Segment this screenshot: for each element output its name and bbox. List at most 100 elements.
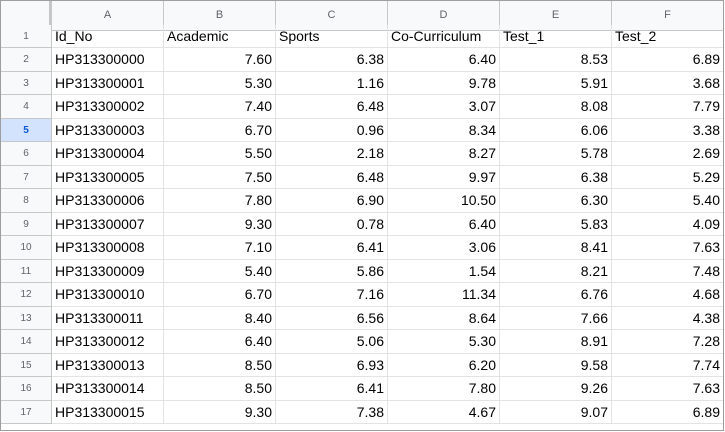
cell-d1[interactable]: Co-Curriculum (388, 24, 500, 48)
cell-c15[interactable]: 6.93 (276, 353, 388, 377)
cell-f14[interactable]: 7.28 (612, 330, 723, 354)
cell-b5[interactable]: 6.70 (164, 118, 276, 142)
cell-e16[interactable]: 9.26 (500, 377, 612, 401)
row-header-16[interactable]: 16 (1, 377, 52, 401)
cell-a13[interactable]: HP313300011 (52, 306, 164, 330)
cell-d14[interactable]: 5.30 (388, 330, 500, 354)
cell-c3[interactable]: 1.16 (276, 71, 388, 95)
cell-b17[interactable]: 9.30 (164, 400, 276, 424)
cell-e15[interactable]: 9.58 (500, 353, 612, 377)
cell-d17[interactable]: 4.67 (388, 400, 500, 424)
cell-f10[interactable]: 7.63 (612, 236, 723, 260)
cell-d15[interactable]: 6.20 (388, 353, 500, 377)
cell-b16[interactable]: 8.50 (164, 377, 276, 401)
row-header-10[interactable]: 10 (1, 236, 52, 260)
cell-e3[interactable]: 5.91 (500, 71, 612, 95)
cell-d3[interactable]: 9.78 (388, 71, 500, 95)
cell-c1[interactable]: Sports (276, 24, 388, 48)
cell-c10[interactable]: 6.41 (276, 236, 388, 260)
cell-a16[interactable]: HP313300014 (52, 377, 164, 401)
row-header-1[interactable]: 1 (1, 24, 52, 48)
cell-b11[interactable]: 5.40 (164, 259, 276, 283)
row-header-3[interactable]: 3 (1, 71, 52, 95)
cell-a7[interactable]: HP313300005 (52, 165, 164, 189)
cell-f1[interactable]: Test_2 (612, 25, 723, 48)
column-header-f[interactable]: F (612, 1, 723, 31)
cell-e1[interactable]: Test_1 (500, 24, 612, 48)
cell-e8[interactable]: 6.30 (500, 189, 612, 213)
column-header-c[interactable]: C (276, 1, 388, 31)
cell-a17[interactable]: HP313300015 (52, 400, 164, 424)
cell-e4[interactable]: 8.08 (500, 95, 612, 119)
row-header-14[interactable]: 14 (1, 330, 52, 354)
row-header-4[interactable]: 4 (1, 95, 52, 119)
cell-a2[interactable]: HP313300000 (52, 48, 164, 72)
cell-f15[interactable]: 7.74 (612, 354, 723, 377)
cell-d6[interactable]: 8.27 (388, 142, 500, 166)
cell-b7[interactable]: 7.50 (164, 165, 276, 189)
cell-a12[interactable]: HP313300010 (52, 283, 164, 307)
row-header-2[interactable]: 2 (1, 48, 52, 72)
cell-c12[interactable]: 7.16 (276, 283, 388, 307)
cell-d10[interactable]: 3.06 (388, 236, 500, 260)
cell-b13[interactable]: 8.40 (164, 306, 276, 330)
cell-e7[interactable]: 6.38 (500, 165, 612, 189)
cell-b4[interactable]: 7.40 (164, 95, 276, 119)
cell-d8[interactable]: 10.50 (388, 189, 500, 213)
cell-a8[interactable]: HP313300006 (52, 189, 164, 213)
cell-d4[interactable]: 3.07 (388, 95, 500, 119)
cell-e6[interactable]: 5.78 (500, 142, 612, 166)
cell-f16[interactable]: 7.63 (612, 377, 723, 401)
cell-e14[interactable]: 8.91 (500, 330, 612, 354)
cell-a9[interactable]: HP313300007 (52, 212, 164, 236)
cell-b12[interactable]: 6.70 (164, 283, 276, 307)
cell-c13[interactable]: 6.56 (276, 306, 388, 330)
cell-d12[interactable]: 11.34 (388, 283, 500, 307)
cell-e2[interactable]: 8.53 (500, 48, 612, 72)
cell-f6[interactable]: 2.69 (612, 142, 723, 166)
cell-d5[interactable]: 8.34 (388, 118, 500, 142)
cell-b3[interactable]: 5.30 (164, 71, 276, 95)
cell-f2[interactable]: 6.89 (612, 48, 723, 72)
row-header-6[interactable]: 6 (1, 142, 52, 166)
cell-a4[interactable]: HP313300002 (52, 95, 164, 119)
cell-f8[interactable]: 5.40 (612, 189, 723, 213)
row-header-15[interactable]: 15 (1, 353, 52, 377)
cell-c11[interactable]: 5.86 (276, 259, 388, 283)
cell-c7[interactable]: 6.48 (276, 165, 388, 189)
column-header-a[interactable]: A (52, 1, 164, 31)
row-header-9[interactable]: 9 (1, 212, 52, 236)
cell-c17[interactable]: 7.38 (276, 400, 388, 424)
cell-c2[interactable]: 6.38 (276, 48, 388, 72)
cell-c5[interactable]: 0.96 (276, 118, 388, 142)
column-header-b[interactable]: B (164, 1, 276, 31)
cell-a15[interactable]: HP313300013 (52, 353, 164, 377)
cell-c14[interactable]: 5.06 (276, 330, 388, 354)
cell-b9[interactable]: 9.30 (164, 212, 276, 236)
column-header-e[interactable]: E (500, 1, 612, 31)
cell-e17[interactable]: 9.07 (500, 400, 612, 424)
cell-e11[interactable]: 8.21 (500, 259, 612, 283)
cell-d2[interactable]: 6.40 (388, 48, 500, 72)
cell-a1[interactable]: Id_No (52, 24, 164, 48)
cell-a5[interactable]: HP313300003 (52, 118, 164, 142)
cell-c16[interactable]: 6.41 (276, 377, 388, 401)
cell-f5[interactable]: 3.38 (612, 119, 723, 142)
cell-a14[interactable]: HP313300012 (52, 330, 164, 354)
row-header-13[interactable]: 13 (1, 306, 52, 330)
cell-c8[interactable]: 6.90 (276, 189, 388, 213)
cell-e5[interactable]: 6.06 (500, 118, 612, 142)
cell-d11[interactable]: 1.54 (388, 259, 500, 283)
row-header-12[interactable]: 12 (1, 283, 52, 307)
cell-f9[interactable]: 4.09 (612, 213, 723, 236)
cell-e9[interactable]: 5.83 (500, 212, 612, 236)
cell-b15[interactable]: 8.50 (164, 353, 276, 377)
row-header-5[interactable]: 5 (1, 118, 52, 142)
cell-c9[interactable]: 0.78 (276, 212, 388, 236)
cell-f4[interactable]: 7.79 (612, 95, 723, 119)
cell-c6[interactable]: 2.18 (276, 142, 388, 166)
column-header-d[interactable]: D (388, 1, 500, 31)
cell-b2[interactable]: 7.60 (164, 48, 276, 72)
cell-d9[interactable]: 6.40 (388, 212, 500, 236)
cell-a10[interactable]: HP313300008 (52, 236, 164, 260)
